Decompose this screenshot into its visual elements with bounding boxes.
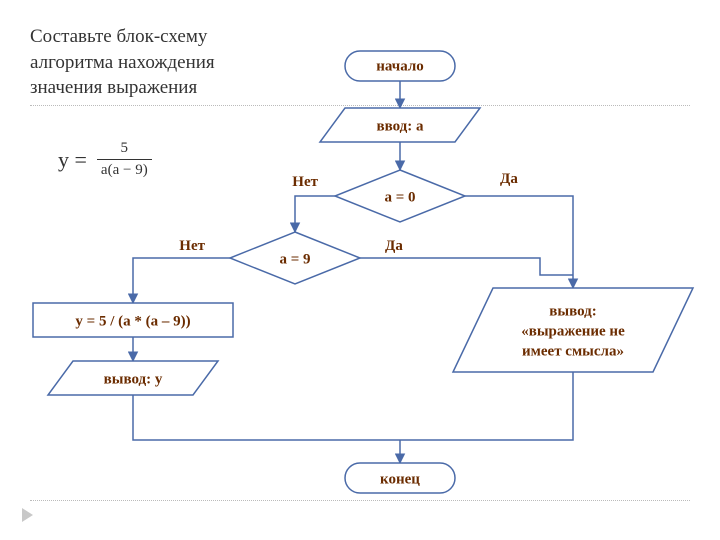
edge-cond2-no	[133, 258, 230, 303]
label-cond1: a = 0	[384, 189, 415, 205]
label-out-err-2: «выражение не	[521, 323, 625, 339]
edge-cond1-yes	[465, 196, 573, 288]
edge-label-cond2-no: Нет	[179, 238, 205, 254]
label-out-err-3: имеет смысла»	[522, 343, 624, 359]
label-cond2: a = 9	[279, 251, 310, 267]
label-out-err-1: вывод:	[549, 303, 596, 319]
label-out-y: вывод: y	[104, 371, 163, 387]
edge-cond1-no	[295, 196, 335, 232]
edge-label-cond1-no: Нет	[292, 174, 318, 190]
edge-cond2-yes	[360, 258, 573, 275]
edge-label-cond2-yes: Да	[385, 238, 403, 254]
nav-triangle-icon	[22, 508, 33, 522]
label-input: ввод: a	[377, 118, 424, 134]
edge-outy-merge	[133, 395, 400, 440]
edge-label-cond1-yes: Да	[500, 171, 518, 187]
label-start: начало	[376, 58, 424, 74]
label-end: конец	[380, 471, 420, 487]
label-calc: y = 5 / (a * (a – 9))	[75, 313, 190, 329]
edge-err-merge	[400, 372, 573, 440]
flowchart: начало ввод: a a = 0 a = 9 y = 5 / (a * …	[0, 0, 720, 540]
